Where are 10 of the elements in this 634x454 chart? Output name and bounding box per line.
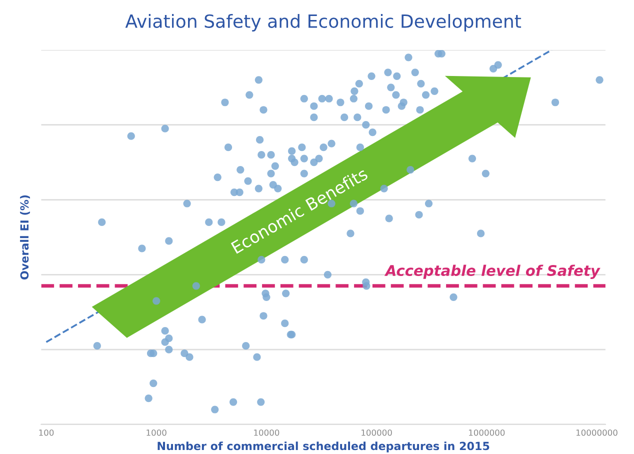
x-axis-title: Number of commercial scheduled departures in 2015 [158, 442, 490, 452]
x-tick-label: 1000000 [469, 430, 505, 436]
x-tick-label: 1000 [146, 430, 166, 436]
ref-line-label: Acceptable level of Safety [384, 264, 600, 279]
x-tick-label: 100 [39, 430, 54, 436]
x-tick-label: 10000000 [576, 430, 618, 436]
y-axis-title: Overall EI (%) [20, 195, 30, 280]
chart-title: Aviation Safety and Economic Development [125, 14, 522, 32]
x-tick-label: 100000 [362, 430, 392, 436]
x-tick-label: 10000 [254, 430, 280, 436]
